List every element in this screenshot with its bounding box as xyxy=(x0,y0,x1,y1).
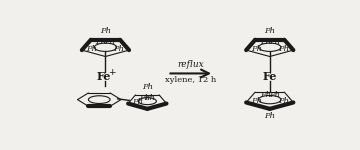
Text: Ph: Ph xyxy=(142,82,153,91)
Polygon shape xyxy=(246,92,293,109)
Text: Ph: Ph xyxy=(260,38,271,46)
Polygon shape xyxy=(77,93,121,106)
Text: Ph: Ph xyxy=(269,38,280,46)
Text: Ph: Ph xyxy=(139,94,150,102)
Text: Ph: Ph xyxy=(100,27,111,35)
Text: reflux: reflux xyxy=(177,60,204,69)
Text: Ph: Ph xyxy=(264,27,275,35)
Polygon shape xyxy=(82,40,129,57)
Text: Ph: Ph xyxy=(278,45,289,53)
Text: Fe: Fe xyxy=(97,71,111,82)
Text: Ph: Ph xyxy=(95,38,107,46)
Text: Ph: Ph xyxy=(104,38,116,46)
Text: Ph: Ph xyxy=(86,45,98,53)
Text: Ph: Ph xyxy=(264,112,275,120)
Text: Ph: Ph xyxy=(278,97,289,105)
Polygon shape xyxy=(128,95,166,109)
Text: Ph: Ph xyxy=(132,98,143,106)
Text: Ph: Ph xyxy=(251,45,262,53)
Text: Ph: Ph xyxy=(113,45,125,53)
Text: Ph: Ph xyxy=(269,91,280,99)
Polygon shape xyxy=(246,40,293,57)
Text: Ph: Ph xyxy=(260,91,271,99)
Text: Ph: Ph xyxy=(251,97,262,105)
Text: +: + xyxy=(108,68,116,77)
Text: Fe: Fe xyxy=(262,71,277,82)
Text: Ph: Ph xyxy=(144,94,156,102)
Text: xylene, 12 h: xylene, 12 h xyxy=(165,76,216,84)
